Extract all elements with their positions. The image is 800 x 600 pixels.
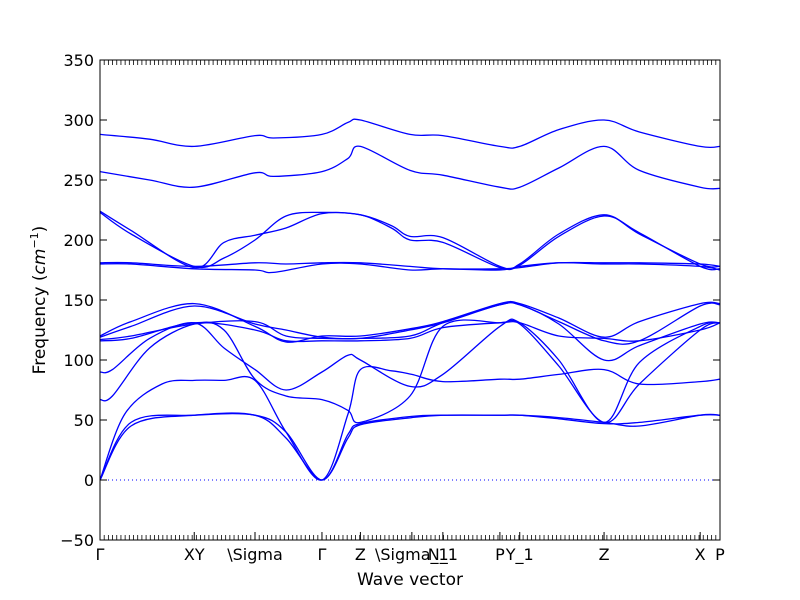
x-tick-label: Z — [599, 545, 610, 564]
x-tick-label: X — [695, 545, 706, 564]
y-tick-label: 350 — [63, 51, 94, 70]
x-tick-label: Γ — [317, 545, 326, 564]
x-axis-label: Wave vector — [357, 570, 463, 590]
band-line-8 — [99, 301, 721, 345]
band-line-3 — [99, 365, 721, 481]
y-axis-label-exponent: −1 — [28, 232, 41, 248]
band-line-15 — [99, 118, 721, 149]
band-line-7 — [99, 301, 721, 362]
y-tick-label: 50 — [74, 411, 94, 430]
x-tick-label: Γ — [96, 545, 105, 564]
x-axis: Γ XY \Sigma Γ Z \Sigma_1N_1 P Y_1 Z X P — [96, 532, 725, 565]
plot-lines — [99, 118, 721, 481]
y-axis: −50 0 50 100 150 200 250 300 350 — [60, 51, 720, 550]
y-axis-label-close: ) — [30, 226, 50, 233]
x-tick-label: \Sigma — [227, 545, 283, 564]
x-tick-label: \Sigma_1 — [375, 545, 449, 565]
band-line-11 — [99, 262, 721, 274]
x-tick-label: Z — [355, 545, 366, 564]
y-tick-label: 100 — [63, 351, 94, 370]
band-line-10 — [99, 261, 721, 270]
y-tick-label: 250 — [63, 171, 94, 190]
y-tick-label: 300 — [63, 111, 94, 130]
y-axis-label-text: Frequency ( — [30, 274, 50, 374]
x-tick-label: N_1 — [428, 545, 458, 565]
x-tick-label: XY — [184, 545, 205, 564]
minor-ticks — [99, 60, 721, 540]
band-line-12 — [99, 211, 721, 271]
y-tick-label: 200 — [63, 231, 94, 250]
band-line-13 — [99, 210, 721, 271]
y-axis-label-unit: cm — [30, 249, 50, 275]
band-line-6 — [99, 320, 721, 343]
y-tick-label: 0 — [84, 471, 94, 490]
band-line-14 — [99, 145, 721, 190]
x-tick-label: P — [495, 545, 505, 564]
y-tick-label: 150 — [63, 291, 94, 310]
band-line-2 — [99, 413, 721, 481]
x-tick-label: Y_1 — [505, 545, 534, 565]
y-tick-label: −50 — [60, 531, 94, 550]
y-axis-label: Frequency (cm−1) — [28, 226, 50, 375]
plot-background — [100, 60, 720, 540]
band-line-9 — [99, 300, 721, 343]
x-tick-label: P — [715, 545, 725, 564]
